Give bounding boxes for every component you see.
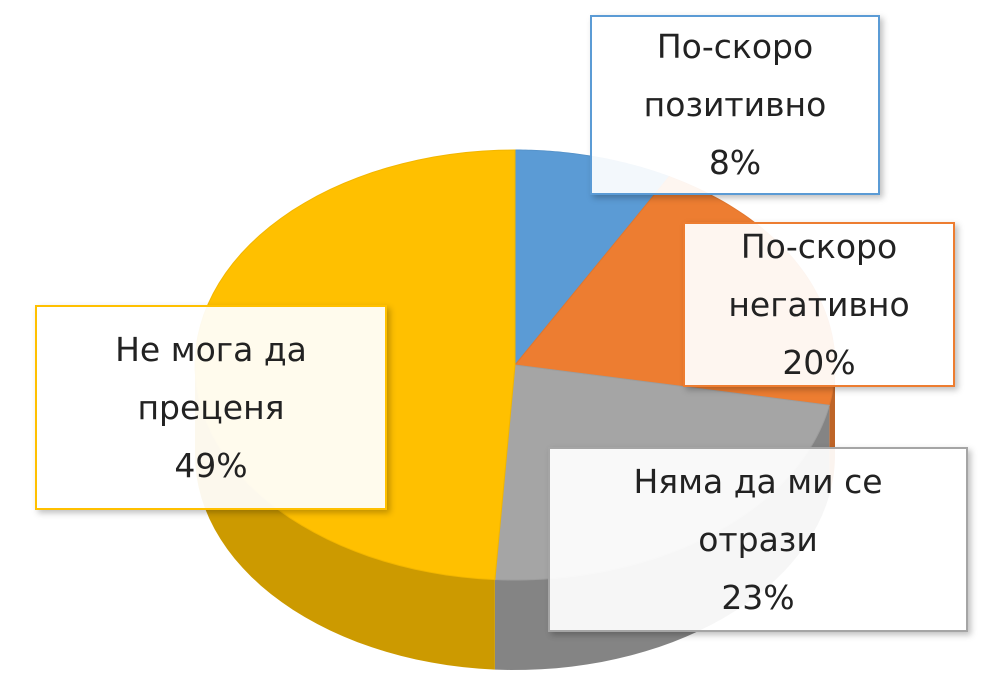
- label-value: 8%: [708, 143, 762, 182]
- label-value: 20%: [782, 342, 856, 382]
- label-value: 23%: [721, 577, 795, 617]
- data-label: Не мога да преценя 49%: [35, 305, 387, 510]
- slice-side: [195, 365, 495, 670]
- data-label: По-скоро негативно 20%: [683, 222, 955, 387]
- label-category: Не мога да преценя: [115, 329, 307, 427]
- label-category: По-скоро позитивно: [643, 27, 827, 124]
- data-label: По-скоро позитивно 8%: [590, 15, 880, 195]
- label-category: По-скоро негативно: [728, 226, 910, 324]
- data-label: Няма да ми се отрази 23%: [548, 447, 968, 632]
- label-category: Няма да ми се отрази: [633, 461, 883, 559]
- label-value: 49%: [174, 445, 248, 485]
